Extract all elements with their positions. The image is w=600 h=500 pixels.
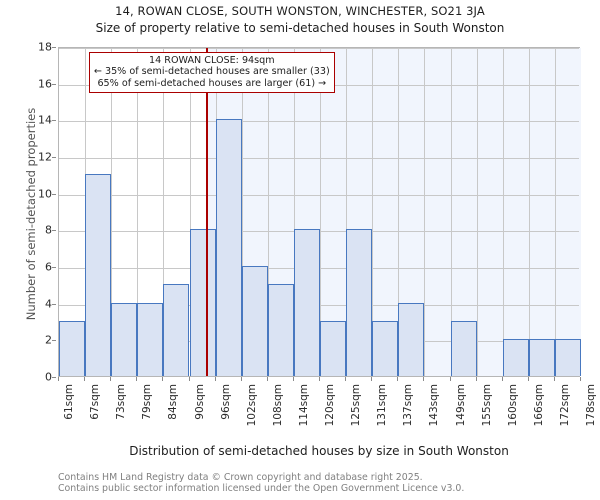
x-axis-ticks: 61sqm 67sqm 73sqm 79sqm 84sqm 90sqm 96sqm 102sq… [58,377,597,437]
annotation-line-3: 65% of semi-detached houses are larger (… [97,77,327,89]
x-tick-mark [476,377,477,381]
y-tick-mark [52,157,56,158]
x-tick-label: 172sqm [559,384,571,427]
histogram-bars [59,48,581,376]
x-tick-label: 114sqm [298,384,310,427]
histogram-bar [346,229,373,376]
page-subtitle: Size of property relative to semi-detach… [95,21,505,35]
x-tick-label: 166sqm [533,384,545,427]
x-tick-label: 90sqm [194,384,206,420]
x-tick-mark [267,377,268,381]
footer: Contains HM Land Registry data © Crown c… [58,472,598,494]
x-tick-mark [241,377,242,381]
x-tick-mark [528,377,529,381]
histogram-bar [398,302,425,376]
histogram-bar [528,339,555,376]
y-tick-mark [52,303,56,305]
plot-area: 14 ROWAN CLOSE: 94sqm ← 35% of semi-deta… [58,47,581,377]
annotation-box: 14 ROWAN CLOSE: 94sqm ← 35% of semi-deta… [88,52,335,94]
x-tick-mark [450,377,451,381]
y-tick-label: 8 [45,223,52,237]
x-tick-mark [189,377,190,381]
x-tick-label: 131sqm [376,384,388,427]
x-tick-label: 120sqm [324,384,336,427]
x-tick-mark [502,377,503,381]
x-tick-mark [293,377,294,381]
page-title: 14, ROWAN CLOSE, SOUTH WONSTON, WINCHEST… [115,4,485,18]
y-tick-mark [52,377,56,378]
x-tick-label: 84sqm [167,384,179,420]
x-tick-label: 143sqm [428,384,440,427]
histogram-bar [320,321,347,376]
x-tick-mark [136,377,137,381]
x-tick-label: 61sqm [63,384,75,420]
x-tick-label: 67sqm [89,384,101,420]
annotation-line-2: ← 35% of semi-detached houses are smalle… [93,66,330,78]
histogram-bar [241,266,268,376]
x-tick-mark [397,377,398,381]
histogram-bar [85,174,112,376]
histogram-bar [554,339,581,376]
y-tick-label: 18 [38,40,52,54]
y-axis-ticks: 0 2 4 6 8 10 12 14 16 18 [0,41,56,384]
x-tick-mark [423,377,424,381]
x-tick-label: 160sqm [507,384,519,427]
property-marker-line [205,48,208,376]
x-tick-mark [110,377,111,381]
histogram-bar [215,119,242,376]
y-tick-label: 16 [38,77,52,91]
y-tick-mark [52,83,56,85]
histogram-bar [450,321,477,376]
footer-line-1: Contains HM Land Registry data © Crown c… [58,472,423,483]
histogram-bar [163,284,190,376]
y-tick-mark [52,193,56,195]
histogram-bar [267,284,294,376]
x-tick-mark [58,377,59,381]
x-tick-label: 79sqm [141,384,153,420]
x-tick-mark [554,377,555,381]
y-tick-mark [52,47,56,48]
y-tick-label: 14 [38,113,52,127]
x-tick-label: 102sqm [246,384,258,427]
histogram-bar [293,229,320,376]
histogram-bar [372,321,399,376]
x-tick-mark [319,377,320,381]
histogram-bar [137,302,164,376]
y-tick-label: 10 [38,187,52,201]
x-tick-mark [215,377,216,381]
x-tick-label: 155sqm [481,384,493,427]
y-tick-label: 0 [45,370,52,384]
x-tick-label: 137sqm [402,384,414,427]
histogram-bar [111,302,138,376]
x-tick-label: 125sqm [350,384,362,427]
x-axis-title: Distribution of semi-detached houses by … [129,444,509,458]
x-tick-label: 73sqm [115,384,127,420]
histogram-bar [189,229,216,376]
x-tick-label: 96sqm [220,384,232,420]
y-tick-mark [52,340,56,342]
y-tick-label: 2 [45,333,52,347]
y-tick-label: 6 [45,260,52,274]
histogram-bar [502,339,529,376]
y-tick-label: 4 [45,297,52,311]
footer-line-2: Contains public sector information licen… [58,483,465,495]
x-tick-mark [162,377,163,381]
x-tick-label: 149sqm [455,384,467,427]
x-tick-mark [371,377,372,381]
y-tick-label: 12 [38,150,52,164]
x-tick-mark [580,377,581,381]
annotation-line-1: 14 ROWAN CLOSE: 94sqm [149,55,275,66]
y-tick-mark [52,267,56,268]
x-tick-label: 178sqm [585,384,597,427]
y-tick-mark [52,230,56,232]
x-tick-mark [345,377,346,381]
x-tick-label: 108sqm [272,384,284,427]
x-tick-mark [84,377,85,381]
y-tick-mark [52,120,56,122]
histogram-bar [59,321,86,376]
